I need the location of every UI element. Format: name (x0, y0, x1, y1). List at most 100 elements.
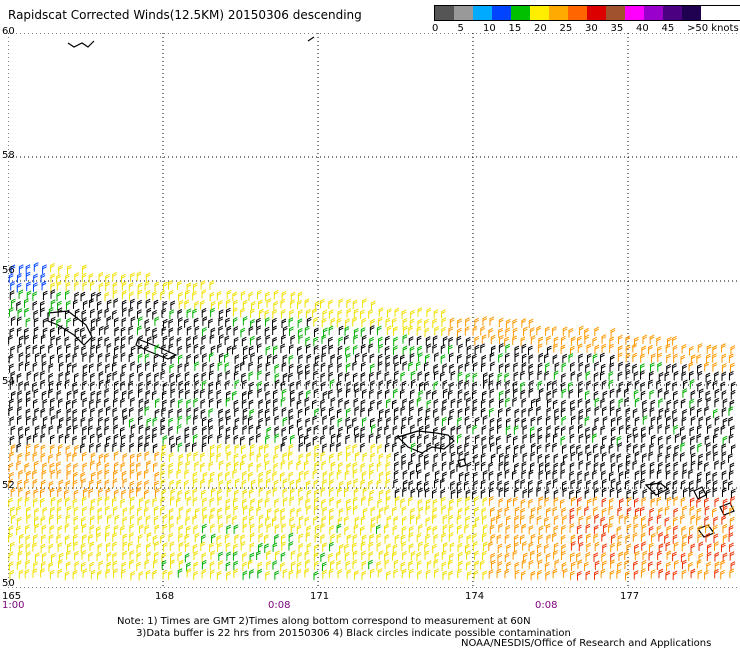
wind-barb (176, 497, 181, 507)
wind-barb (73, 424, 78, 435)
wind-barb (313, 515, 318, 526)
wind-barb (224, 335, 230, 345)
wind-barb (712, 524, 718, 535)
wind-barb (121, 281, 127, 291)
wind-barb (442, 514, 448, 525)
wind-barb (442, 399, 448, 409)
wind-barb (337, 345, 343, 356)
wind-barb (634, 380, 640, 390)
wind-barb (73, 533, 78, 544)
wind-barb (649, 407, 655, 417)
wind-barb (225, 444, 231, 454)
wind-barb (688, 361, 694, 372)
wind-barb (64, 290, 70, 300)
wind-barb (722, 533, 728, 544)
wind-barb (10, 391, 16, 401)
wind-barb (489, 352, 495, 362)
wind-barb (90, 372, 95, 383)
wind-barb (306, 452, 312, 462)
wind-barb (394, 488, 400, 498)
wind-barb (417, 570, 422, 580)
wind-barb (105, 379, 111, 389)
wind-barb (440, 354, 446, 364)
wind-barb (577, 479, 583, 489)
wind-barb (345, 345, 350, 356)
wind-barb (368, 541, 374, 552)
wind-barb (249, 523, 255, 533)
wind-barb (90, 291, 96, 302)
wind-barb (530, 433, 535, 443)
wind-barb (242, 425, 248, 435)
wind-barb (298, 433, 304, 444)
wind-barb (122, 407, 127, 418)
wind-barb (129, 407, 134, 417)
wind-barb (730, 496, 736, 506)
wind-barb (514, 345, 520, 356)
wind-barb (408, 496, 413, 507)
wind-barb (130, 424, 136, 434)
wind-barb (200, 462, 205, 473)
wind-barb (392, 399, 397, 409)
wind-barb (186, 399, 192, 409)
wind-barb (512, 470, 517, 480)
wind-barb (346, 308, 352, 318)
wind-barb (96, 461, 102, 471)
wind-barb (58, 264, 63, 275)
wind-barb (121, 489, 127, 499)
wind-barb (714, 497, 720, 507)
wind-barb (617, 534, 623, 544)
wind-barb (314, 452, 319, 462)
wind-barb (658, 568, 664, 579)
wind-barb (57, 514, 62, 525)
wind-barb (26, 370, 32, 381)
wind-barb (618, 398, 624, 408)
wind-barb (81, 516, 86, 527)
wind-barb (688, 469, 694, 479)
wind-barb (200, 345, 206, 355)
wind-barb (160, 505, 165, 516)
wind-barb (466, 354, 472, 364)
wind-barb (721, 443, 727, 453)
wind-barb (538, 388, 544, 398)
wind-barb (433, 408, 438, 418)
wind-barb (153, 462, 158, 472)
wind-barb (720, 542, 726, 553)
wind-barb (689, 497, 695, 507)
wind-barb (154, 381, 159, 391)
wind-barb (216, 290, 222, 301)
wind-barb (64, 326, 69, 337)
wind-barb (281, 290, 287, 301)
wind-barb (122, 533, 128, 543)
wind-barb (689, 426, 695, 437)
wind-barb (192, 514, 198, 525)
wind-barb (610, 542, 615, 553)
wind-barb (544, 353, 549, 363)
wind-barb (122, 478, 128, 488)
wind-barb (249, 532, 255, 542)
wind-barb (585, 551, 591, 562)
wind-barb (577, 534, 583, 544)
wind-barb (530, 570, 536, 581)
credit-line: NOAA/NESDIS/Office of Research and Appli… (461, 638, 712, 649)
wind-barb (113, 505, 118, 516)
wind-barb (570, 570, 575, 581)
wind-barb (129, 505, 135, 515)
wind-barb (210, 569, 215, 579)
wind-barb (586, 498, 592, 508)
wind-barb (641, 426, 646, 436)
wind-barb (257, 354, 263, 365)
wind-barb (458, 451, 464, 461)
wind-barb (288, 372, 293, 383)
wind-barb (210, 300, 216, 311)
wind-barb (625, 460, 631, 470)
wind-barb (192, 496, 198, 507)
wind-barb (561, 426, 566, 436)
wind-barb (570, 443, 575, 454)
wind-barb (682, 505, 687, 515)
wind-barb (408, 415, 413, 426)
wind-barb (128, 325, 134, 336)
wind-barb (186, 308, 192, 318)
wind-barb (177, 280, 182, 290)
wind-barb (560, 435, 566, 446)
wind-barb (226, 289, 232, 300)
